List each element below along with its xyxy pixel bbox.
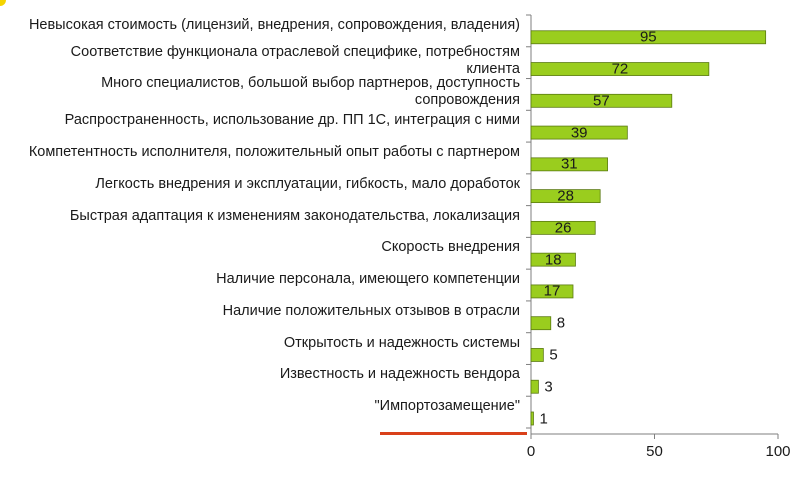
bar	[530, 62, 710, 76]
bar-value-label: 72	[611, 60, 629, 78]
category-label: Наличие персонала, имеющего компетенции	[216, 271, 520, 288]
underline-accent	[380, 432, 527, 435]
bar-value-label: 28	[557, 187, 574, 205]
corner-accent-dot	[0, 0, 6, 6]
bar	[530, 252, 576, 267]
category-label: Наличие положительных отзывов в отрасли	[222, 302, 520, 319]
category-label: Невысокая стоимость (лицензий, внедрения…	[28, 17, 520, 33]
bar	[530, 284, 574, 299]
bar	[530, 30, 767, 45]
category-label: Много специалистов, большой выбор партне…	[101, 75, 520, 109]
bar	[530, 316, 552, 331]
bar-value-label: 18	[544, 251, 562, 269]
bar-value-label: 39	[570, 124, 588, 142]
bar-value-label: 31	[560, 155, 578, 173]
bar	[530, 93, 673, 108]
category-label: Легкость внедрения и эксплуатации, гибко…	[95, 175, 520, 192]
category-label: Быстрая адаптация к изменениям законодат…	[69, 207, 520, 224]
bar	[530, 220, 596, 235]
bar	[530, 125, 628, 140]
bar	[530, 189, 601, 204]
bar-value-label: 1	[539, 410, 548, 427]
category-label: Скорость внедрения	[381, 239, 520, 256]
category-label: Открытость и надежность системы	[283, 334, 520, 351]
x-tick-label: 0	[526, 443, 536, 460]
bar-value-label: 57	[593, 92, 610, 110]
category-label: Распространенность, использование др. ПП…	[64, 112, 520, 129]
category-label: "Импортозамещение"	[374, 398, 520, 415]
bar-value-label: 26	[554, 219, 572, 237]
bar	[530, 379, 539, 394]
bar-value-label: 95	[639, 28, 657, 46]
x-tick-label: 100	[765, 443, 791, 460]
category-label: Известность и надежность вендора	[279, 366, 520, 383]
bar	[530, 348, 544, 362]
x-tick-label: 50	[646, 443, 663, 460]
bar-value-label: 3	[544, 378, 553, 396]
bar	[530, 157, 608, 172]
bar-value-label: 8	[556, 314, 566, 332]
bar-value-label: 17	[543, 282, 561, 300]
category-label: Соответствие функционала отраслевой спец…	[70, 43, 520, 77]
bar-value-label: 5	[549, 346, 558, 364]
bar	[530, 411, 534, 426]
category-label: Компетентность исполнителя, положительны…	[28, 144, 520, 161]
